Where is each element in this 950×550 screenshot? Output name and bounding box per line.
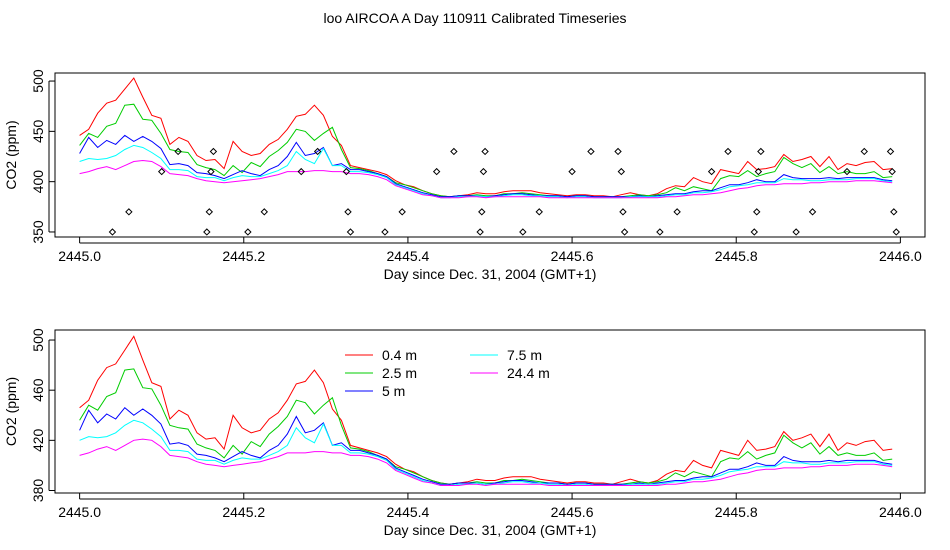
sample-point-marker	[535, 208, 543, 216]
y-tick-label: 460	[30, 378, 46, 402]
sample-point-marker	[209, 147, 218, 156]
sample-point-marker	[620, 228, 629, 236]
sample-point-marker	[724, 147, 732, 156]
sample-point-marker	[587, 147, 595, 156]
sample-point-marker	[754, 167, 763, 176]
sample-point-marker	[892, 228, 900, 236]
sample-point-marker	[888, 167, 896, 176]
sample-point-marker	[519, 228, 527, 236]
x-tick-label: 2446.0	[879, 504, 922, 520]
x-tick-label: 2445.2	[222, 248, 265, 264]
sample-point-marker	[207, 167, 215, 176]
y-axis-label: CO2 (ppm)	[3, 120, 19, 189]
y-tick-label: 450	[30, 119, 46, 143]
sample-point-marker	[481, 147, 489, 156]
sample-point-marker	[792, 228, 800, 236]
plot-frame	[54, 329, 926, 494]
x-tick-label: 2445.4	[387, 504, 430, 520]
legend-label: 0.4 m	[382, 347, 417, 363]
sample-point-marker	[125, 208, 133, 216]
sample-point-marker	[203, 228, 211, 236]
y-axis-label: CO2 (ppm)	[3, 377, 19, 446]
sample-point-marker	[843, 167, 851, 176]
sample-point-marker	[707, 167, 716, 176]
sample-point-marker	[619, 208, 627, 216]
legend-label: 2.5 m	[382, 365, 417, 381]
y-tick-label: 350	[30, 220, 46, 244]
sample-point-marker	[346, 228, 355, 236]
series-line-7-5-mm	[79, 419, 893, 487]
sample-point-marker	[614, 147, 622, 156]
sample-point-marker	[568, 167, 576, 176]
series-line-2-5-mm	[79, 103, 893, 198]
sample-point-marker	[398, 208, 406, 216]
sample-point-marker	[617, 167, 626, 176]
sample-point-marker	[656, 228, 664, 236]
legend-label: 24.4 m	[507, 365, 550, 381]
sample-point-marker	[673, 208, 681, 216]
sample-point-marker	[381, 228, 389, 236]
plot-area	[79, 335, 893, 487]
sample-point-marker	[205, 208, 214, 216]
x-tick-label: 2445.0	[58, 504, 101, 520]
x-tick-label: 2445.2	[222, 504, 265, 520]
series-line-0-4-mm	[79, 77, 893, 198]
sample-point-marker	[344, 208, 352, 216]
series-line-7-5-mm	[79, 144, 893, 199]
bottom-panel: 2445.0 2445.2 2445.4 2445.6 2445.8 2446.0 380 4…	[3, 328, 926, 538]
x-axis-label: Day since Dec. 31, 2004 (GMT+1)	[384, 266, 597, 282]
sample-point-marker	[478, 208, 486, 216]
series-line-24-4-mm	[79, 438, 893, 487]
sample-point-marker	[808, 208, 817, 216]
x-tick-label: 2445.6	[551, 504, 594, 520]
x-tick-label: 2445.8	[715, 248, 758, 264]
top-panel: 2445.0 2445.2 2445.4 2445.6 2445.8 2446.0 350 4…	[3, 69, 926, 282]
sample-point-marker	[174, 147, 182, 156]
sample-point-marker	[753, 208, 761, 216]
sample-point-marker	[860, 147, 868, 156]
series-line-24-4-mm	[79, 159, 893, 199]
y-tick-label: 380	[30, 479, 46, 503]
legend-label: 7.5 m	[507, 347, 542, 363]
sample-point-marker	[313, 147, 322, 156]
sample-point-marker	[890, 208, 898, 216]
legend: 0.4 m 2.5 m 5 m 7.5 m 24.4 m	[345, 347, 550, 399]
x-tick-label: 2445.6	[551, 248, 594, 264]
plot-frame	[54, 72, 926, 238]
series-line-0-4-mm	[79, 335, 893, 485]
y-tick-label: 400	[30, 170, 46, 194]
y-tick-label: 420	[30, 428, 46, 452]
sample-point-marker	[260, 208, 268, 216]
plot-area	[79, 77, 900, 236]
legend-label: 5 m	[382, 383, 405, 399]
sample-point-marker	[342, 167, 351, 176]
sample-point-marker	[108, 228, 117, 236]
sample-point-marker	[886, 147, 895, 156]
sample-point-marker	[244, 228, 252, 236]
x-tick-label: 2445.4	[387, 248, 430, 264]
chart-title: loo AIRCOA A Day 110911 Calibrated Times…	[323, 10, 627, 26]
series-line-2-5-mm	[79, 368, 893, 485]
sample-point-marker	[157, 167, 166, 176]
x-tick-label: 2445.8	[715, 504, 758, 520]
y-tick-label: 500	[30, 69, 46, 93]
sample-point-marker	[450, 147, 458, 156]
sample-point-marker	[432, 167, 441, 176]
y-tick-label: 500	[30, 328, 46, 352]
x-axis-label: Day since Dec. 31, 2004 (GMT+1)	[384, 522, 597, 538]
sample-point-marker	[479, 167, 488, 176]
x-tick-label: 2445.0	[58, 248, 101, 264]
sample-point-marker	[750, 228, 758, 236]
sample-point-marker	[476, 228, 484, 236]
x-tick-label: 2446.0	[879, 248, 922, 264]
sample-point-marker	[297, 167, 305, 176]
sample-point-marker	[757, 147, 765, 156]
